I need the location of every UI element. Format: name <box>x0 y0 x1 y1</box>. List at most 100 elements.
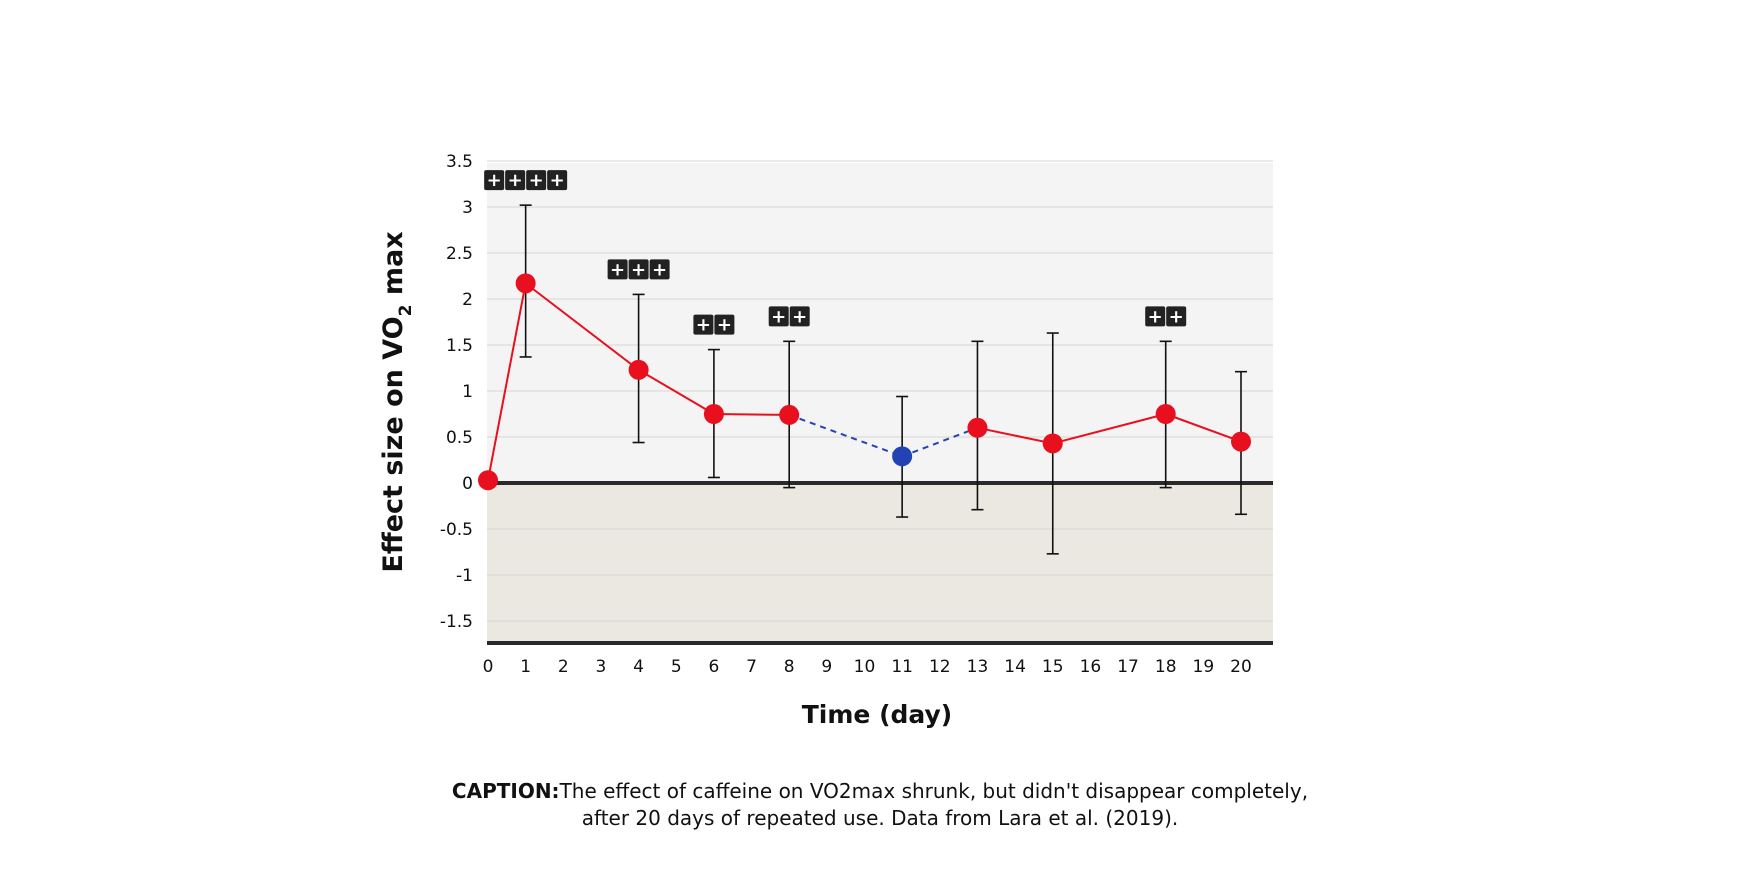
plus-icon: + <box>696 315 711 336</box>
significance-badge-group: + + + <box>607 259 670 280</box>
data-point <box>515 273 536 294</box>
x-tick-label: 1 <box>520 657 531 677</box>
plus-badge <box>789 306 810 327</box>
plus-icon: + <box>487 170 502 191</box>
x-tick-label: 18 <box>1155 657 1177 677</box>
x-tick-label: 4 <box>633 657 644 677</box>
plus-icon: + <box>508 170 523 191</box>
series-lines <box>487 282 1242 481</box>
plus-badge <box>1145 306 1166 327</box>
y-tick-labels: 3.5 3 2.5 2 1.5 1 0.5 0 -0.5 -1 -1.5 <box>440 152 473 632</box>
x-tick-label: 15 <box>1042 657 1064 677</box>
plus-badge <box>607 259 628 280</box>
x-tick-label: 7 <box>746 657 757 677</box>
x-tick-label: 12 <box>929 657 951 677</box>
series-segment <box>638 368 715 415</box>
chart: 3.532.521.510.50-0.5-1-1.5 0 1 2 3 4 5 6 7 8 9 10 1… <box>378 152 1273 729</box>
significance-badges: + + + ++ + ++ + + + + + <box>484 170 1187 336</box>
data-points <box>478 273 1251 491</box>
y-tick-label: -0.5 <box>440 520 473 540</box>
data-point <box>1155 404 1176 424</box>
x-tick-label: 5 <box>671 657 682 677</box>
negative-region-background <box>487 483 1273 643</box>
x-tick-label: 3 <box>596 657 607 677</box>
caption-text-1: The effect of caffeine on VO2max shrunk,… <box>559 779 1309 803</box>
y-tick-label: 1 <box>462 382 473 402</box>
gridlines <box>487 160 1273 622</box>
y-axis-label-subscript: 2 <box>396 305 416 317</box>
data-point <box>703 404 724 424</box>
y-tick-label: 3 <box>462 198 473 218</box>
data-point <box>967 417 988 438</box>
x-tick-label: 0 <box>483 657 494 677</box>
series-segment <box>977 426 1053 445</box>
y-axis-label-main: Effect size on VO <box>378 316 409 572</box>
plus-badge <box>649 259 670 280</box>
series-segment <box>487 283 527 481</box>
x-tick-label: 2 <box>558 657 569 677</box>
data-point <box>1042 433 1063 454</box>
plus-badge <box>505 170 526 191</box>
plus-icon: + <box>1148 306 1163 327</box>
y-axis-label-suffix: max <box>378 231 409 304</box>
data-point <box>1231 431 1251 452</box>
plus-badge <box>1166 306 1187 327</box>
caption-line-2: after 20 days of repeated use. Data from… <box>581 806 1179 830</box>
caption-label: CAPTION: <box>451 779 560 803</box>
plus-badge <box>768 306 789 327</box>
plus-badge <box>693 314 714 335</box>
significance-badge-group: + + <box>1145 306 1187 327</box>
y-axis-label: Effect size on VO2 max <box>378 231 416 572</box>
series-segment <box>713 413 790 416</box>
x-tick-label: 6 <box>708 657 719 677</box>
series-segment <box>1165 413 1242 443</box>
data-point-highlighted <box>892 446 913 467</box>
data-point <box>628 359 649 380</box>
y-tick-label: 0.5 <box>446 428 473 448</box>
plus-icon: + <box>1169 306 1184 327</box>
x-axis-label: Time (day) <box>802 700 952 729</box>
data-point <box>779 404 800 425</box>
plus-icon: + <box>550 170 565 191</box>
plus-badge <box>526 170 547 191</box>
x-tick-label: 20 <box>1230 657 1252 677</box>
x-tick-label: 14 <box>1004 657 1026 677</box>
plus-icon: + <box>610 259 625 280</box>
y-tick-label: -1 <box>456 566 473 586</box>
plus-icon: + <box>529 170 544 191</box>
x-tick-label: 13 <box>967 657 989 677</box>
series-segment-dashed <box>788 413 903 458</box>
series-segment-dashed <box>901 426 978 458</box>
significance-badge-group: + + <box>768 306 810 327</box>
series-segment <box>1052 413 1166 445</box>
caption: CAPTION:The effect of caffeine on VO2max… <box>375 778 1385 832</box>
y-tick-label: -1.5 <box>440 612 473 632</box>
y-tick-label: 2 <box>462 290 473 310</box>
plus-badge <box>484 170 505 191</box>
y-tick-label: 3.5 <box>446 152 473 172</box>
plus-icon: + <box>792 306 807 327</box>
plus-icon: + <box>771 306 786 327</box>
series-segment <box>525 282 640 371</box>
plus-badge <box>628 259 649 280</box>
plus-icon: + <box>717 315 732 336</box>
x-tick-labels: 0 1 2 3 4 5 6 7 8 9 10 11 12 13 14 15 16 17 18 19 20 <box>483 657 1252 677</box>
x-tick-label: 10 <box>854 657 876 677</box>
y-tick-label: 0 <box>462 474 473 494</box>
plus-icon: + <box>652 259 667 280</box>
x-tick-label: 17 <box>1117 657 1139 677</box>
significance-badge-group: + + + + <box>484 170 568 191</box>
positive-region-background <box>487 163 1273 483</box>
x-tick-label: 19 <box>1193 657 1215 677</box>
x-tick-label: 11 <box>891 657 913 677</box>
y-tick-label: 2.5 <box>446 244 473 264</box>
y-tick-label: 1.5 <box>446 336 473 356</box>
plus-badge <box>714 314 735 335</box>
plus-badge <box>547 170 568 191</box>
data-point <box>478 470 498 491</box>
x-tick-label: 9 <box>821 657 832 677</box>
caption-line-1: CAPTION:The effect of caffeine on VO2max… <box>375 778 1385 805</box>
x-tick-label: 8 <box>784 657 795 677</box>
plus-icon: + <box>631 259 646 280</box>
significance-badge-group: + + <box>693 314 735 336</box>
